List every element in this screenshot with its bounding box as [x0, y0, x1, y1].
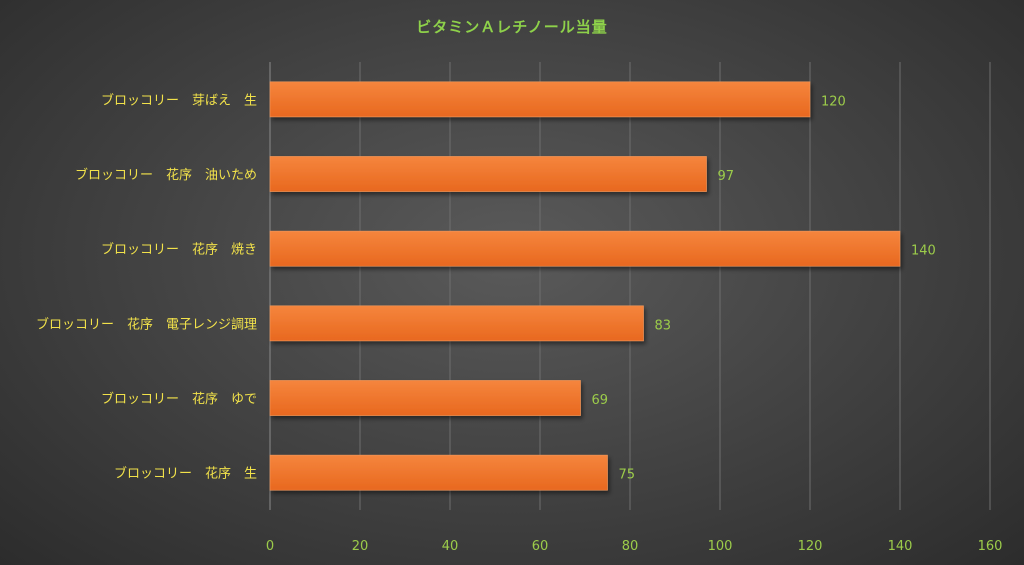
category-label: ブロッコリー 花序 電子レンジ調理: [36, 316, 257, 332]
data-label: 83: [655, 318, 672, 333]
data-label: 97: [718, 169, 735, 184]
data-label: 75: [619, 468, 636, 483]
bar: [269, 156, 707, 192]
x-tick-labels: 0 20 40 60 80 100 120 140 160: [266, 539, 1003, 554]
category-label: ブロッコリー 花序 ゆで: [101, 391, 257, 407]
category-label: ブロッコリー 芽ばえ 生: [101, 92, 257, 108]
x-tick-label: 40: [442, 539, 459, 554]
x-tick-label: 60: [532, 539, 549, 554]
data-label: 120: [821, 94, 846, 109]
bar: [269, 230, 901, 267]
x-tick-label: 100: [708, 539, 733, 554]
category-label: ブロッコリー 花序 油いため: [75, 167, 257, 183]
data-labels: 120 97 140 83 69 75: [592, 94, 936, 482]
data-label: 69: [592, 393, 609, 408]
x-tick-label: 20: [352, 539, 369, 554]
bar: [269, 380, 581, 416]
category-label: ブロッコリー 花序 生: [114, 466, 257, 482]
x-tick-label: 0: [266, 539, 274, 554]
data-label: 140: [911, 244, 936, 259]
x-tick-label: 80: [622, 539, 639, 554]
x-tick-label: 120: [798, 539, 823, 554]
x-tick-label: 160: [978, 539, 1003, 554]
bar: [269, 81, 811, 118]
chart-title: ビタミンＡレチノール当量: [416, 18, 608, 36]
bar: [269, 454, 608, 491]
category-label: ブロッコリー 花序 焼き: [101, 242, 257, 258]
x-tick-label: 140: [888, 539, 913, 554]
bar: [269, 305, 644, 342]
gridlines: [269, 62, 991, 510]
bars: [269, 81, 901, 491]
